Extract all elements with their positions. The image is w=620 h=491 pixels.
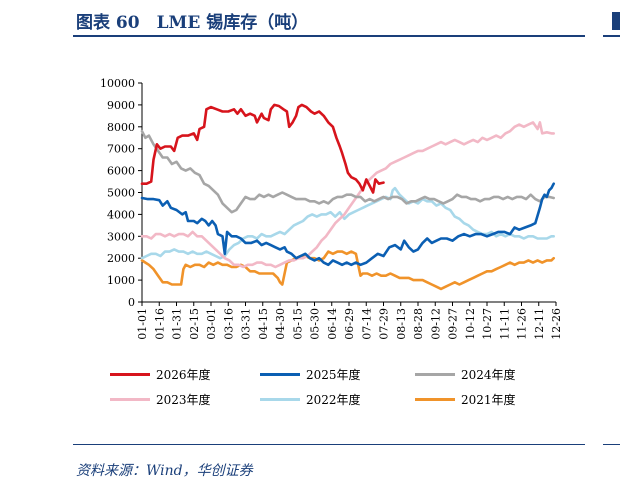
legend-swatch [110, 373, 150, 376]
y-tick-label: 10000 [100, 77, 135, 90]
legend-swatch [260, 398, 300, 401]
series-line-2026年度 [140, 103, 385, 194]
x-tick-label: 09-12 [429, 308, 442, 340]
x-tick-label: 11-26 [516, 308, 529, 340]
x-tick-label: 01-01 [136, 308, 149, 340]
x-tick-label: 03-16 [222, 308, 235, 340]
legend-swatch [415, 398, 455, 401]
legend-label: 2024年度 [461, 368, 516, 382]
legend-label: 2025年度 [306, 368, 361, 382]
y-tick-label: 6000 [107, 165, 135, 178]
x-tick-label: 12-11 [533, 308, 546, 340]
source-note: 资料来源：Wind，华创证券 [76, 463, 253, 479]
x-tick-label: 01-16 [153, 308, 166, 340]
x-tick-label: 09-27 [447, 308, 460, 340]
series-line-2021年度 [140, 250, 555, 291]
series-line-2023年度 [140, 121, 555, 269]
y-tick-label: 2000 [107, 252, 135, 265]
adjacent-figure-rule-bottom [603, 444, 620, 445]
x-tick-label: 02-15 [188, 308, 201, 340]
adjacent-figure-mark [612, 12, 620, 30]
x-tick-label: 05-30 [309, 308, 322, 340]
x-tick-label: 08-28 [412, 308, 425, 340]
x-tick-label: 10-27 [481, 308, 494, 340]
legend-label: 2026年度 [156, 368, 211, 382]
x-tick-label: 04-30 [274, 308, 287, 340]
legend-item: 2021年度 [415, 391, 565, 408]
x-tick-label: 12-26 [550, 308, 563, 340]
adjacent-figure-rule [603, 35, 620, 37]
x-tick-label: 06-14 [326, 308, 339, 340]
chart-title: 图表 60 LME 锡库存（吨） [76, 13, 309, 33]
x-tick-label: 11-11 [498, 308, 511, 340]
series-line-2025年度 [140, 182, 555, 267]
x-tick-label: 10-12 [464, 308, 477, 340]
chart-axes: 0 1000 2000 3000 4000 5000 6000 7000 8000 9000 100… [100, 77, 563, 340]
y-tick-label: 3000 [107, 230, 135, 243]
series-line-2024年度 [140, 129, 555, 214]
source-rule [73, 444, 585, 445]
x-tick-label: 07-14 [360, 308, 373, 340]
y-tick-label: 8000 [107, 121, 135, 134]
legend-item: 2026年度 [110, 366, 260, 383]
legend-item: 2024年度 [415, 366, 565, 383]
x-tick-label: 03-31 [240, 308, 253, 340]
legend-item: 2025年度 [260, 366, 415, 383]
x-tick-label: 08-13 [395, 308, 408, 340]
legend-swatch [415, 373, 455, 376]
y-tick-label: 7000 [107, 143, 135, 156]
x-tick-label: 03-01 [205, 308, 218, 340]
x-tick-label: 05-15 [291, 308, 304, 340]
legend-label: 2021年度 [461, 393, 516, 407]
legend-swatch [260, 373, 300, 376]
series-line-2022年度 [140, 186, 555, 260]
x-tick-label: 04-15 [257, 308, 270, 340]
legend-item: 2023年度 [110, 391, 260, 408]
chart-legend: 2026年度 2025年度 2024年度 2023年度 2022年度 2021年度 [110, 366, 580, 408]
legend-swatch [110, 398, 150, 401]
y-tick-label: 0 [128, 296, 135, 309]
y-tick-label: 5000 [107, 187, 135, 200]
series-layer [140, 103, 555, 291]
title-rule [73, 35, 585, 37]
y-tick-label: 4000 [107, 208, 135, 221]
x-tick-label: 06-29 [343, 308, 356, 340]
y-tick-label: 1000 [107, 274, 135, 287]
x-tick-label: 07-29 [378, 308, 391, 340]
legend-label: 2023年度 [156, 393, 211, 407]
x-tick-label: 01-31 [171, 308, 184, 340]
legend-item: 2022年度 [260, 391, 415, 408]
y-tick-label: 9000 [107, 99, 135, 112]
legend-label: 2022年度 [306, 393, 361, 407]
